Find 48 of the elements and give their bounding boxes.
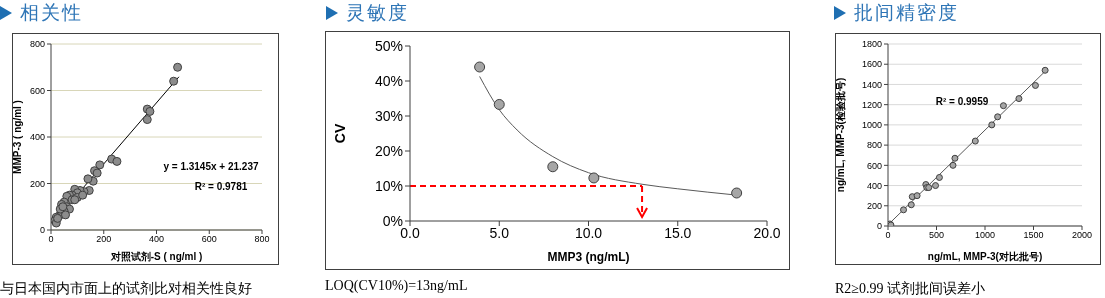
text: R2≥0.99 试剂批间误差小 — [835, 280, 986, 298]
x-axis-title: 对照试剂-S ( ng/ml ) — [109, 251, 203, 262]
text: LOQ(CV10%)=13ng/mL — [325, 278, 468, 294]
x-tick-label: 800 — [254, 234, 270, 245]
y-tick-label: 10% — [374, 177, 403, 194]
y-tick-label: 0% — [382, 212, 403, 229]
x-tick-label: 400 — [148, 234, 165, 245]
x-tick-label: 2000 — [1071, 230, 1093, 241]
chart-title: 相关性 — [20, 1, 83, 25]
y-tick-label: 30% — [374, 107, 403, 124]
y-tick-label: 400 — [29, 132, 45, 143]
x-tick-label: 1000 — [974, 230, 996, 241]
annotation: y = 1.3145x + 21.237 — [163, 161, 259, 172]
annotation: R² = 0.9959 — [935, 96, 989, 107]
x-axis-title: MMP3 (ng/mL) — [547, 250, 630, 264]
y-tick-label: 20% — [374, 142, 403, 159]
x-tick-label: 200 — [96, 234, 112, 245]
y-tick-label: 200 — [29, 178, 45, 189]
x-tick-label: 15.0 — [664, 224, 692, 241]
y-tick-label: 50% — [374, 37, 403, 54]
x-tick-label: 500 — [928, 230, 945, 241]
y-tick-label: 600 — [866, 160, 882, 171]
chart-title: 灵敏度 — [346, 1, 409, 25]
y-tick-label: 400 — [866, 180, 882, 191]
chart-title: 批间精密度 — [854, 1, 959, 25]
y-tick-label: 1800 — [861, 39, 882, 50]
x-tick-label: 10.0 — [574, 224, 603, 241]
x-tick-label: 600 — [201, 234, 217, 245]
y-tick-label: 200 — [866, 200, 882, 211]
x-tick-label: 0 — [48, 234, 54, 245]
y-tick-label: 1200 — [861, 99, 882, 110]
x-tick-label: 5.0 — [489, 224, 510, 241]
y-axis-title: ng/mL, MMP-3(检验批号) — [834, 77, 846, 193]
y-tick-label: 1400 — [861, 79, 882, 90]
x-tick-label: 0 — [885, 230, 891, 241]
x-tick-label: 20.0 — [753, 224, 781, 241]
y-axis-title: MMP-3 ( ng/ml ) — [11, 100, 23, 174]
x-tick-label: 1500 — [1023, 230, 1044, 241]
y-tick-label: 40% — [374, 72, 403, 89]
y-tick-label: 600 — [29, 85, 45, 96]
y-tick-label: 800 — [29, 39, 45, 50]
x-axis-title: ng/mL, MMP-3(对比批号) — [927, 251, 1043, 262]
y-tick-label: 1600 — [861, 59, 882, 70]
y-tick-label: 1000 — [861, 120, 882, 131]
annotation: R² = 0.9781 — [194, 181, 248, 192]
text: 与日本国内市面上的试剂比对相关性良好 — [0, 280, 252, 298]
y-tick-label: 800 — [866, 140, 882, 151]
y-axis-title: CV — [331, 123, 348, 144]
